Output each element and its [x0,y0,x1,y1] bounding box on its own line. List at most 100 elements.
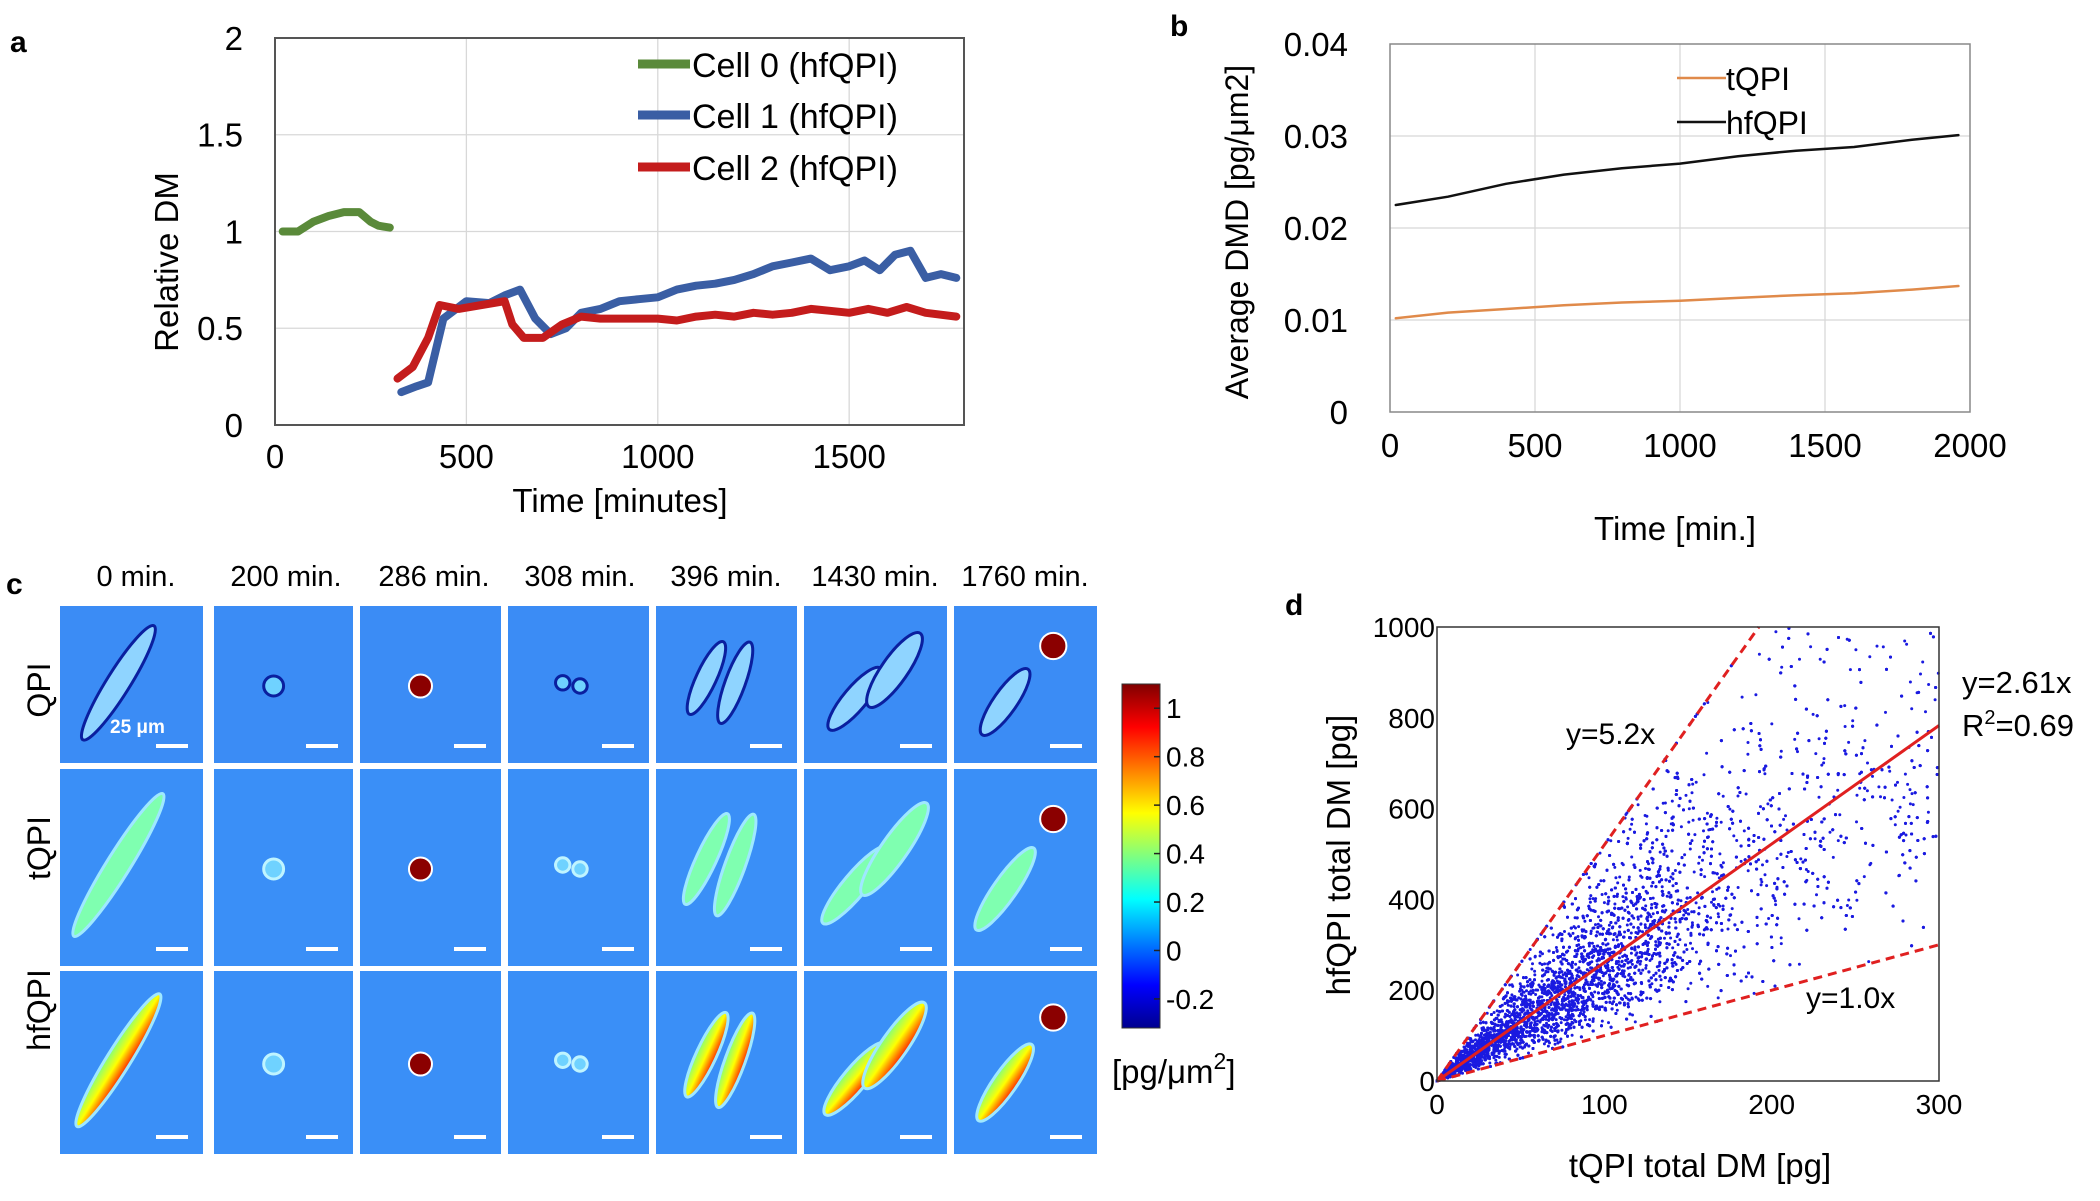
scatter-point [1651,912,1655,916]
scatter-point [1592,976,1596,980]
scatter-point [1559,1021,1563,1025]
scatter-point [1831,855,1835,859]
scatter-point [1740,695,1744,699]
scatter-point [1531,962,1534,966]
scatter-point [1588,900,1592,904]
scatter-point [1494,1058,1498,1062]
scatter-point [1893,823,1897,827]
scatter-point [1687,820,1691,824]
scatter-point [1716,912,1720,916]
scatter-point [1583,919,1587,923]
scatter-point [1855,793,1859,797]
scatter-point [1630,855,1634,859]
chart-b-legend: tQPI hfQPI [1677,61,1808,141]
scatter-point [1754,693,1758,697]
scatter-point [1628,827,1632,831]
scatter-point [1770,722,1774,726]
scatter-point [1628,998,1632,1002]
scatter-point [1820,763,1824,767]
x-tick-label: 2000 [1933,427,2006,464]
scatter-point [1618,875,1622,879]
scatter-point [1542,1042,1546,1046]
scatter-point [1703,875,1707,879]
colorbar: 10.80.60.40.20-0.2 [pg/μm2] [1112,683,1236,1090]
scatter-point [1671,946,1675,950]
scatter-point [1591,1000,1595,1004]
scatter-point [1548,1041,1551,1045]
scatter-point [1544,1017,1548,1021]
scatter-point [1679,825,1683,829]
scatter-point [1654,940,1658,944]
x-tick-label: 0 [1381,427,1399,464]
scatter-point [1779,942,1783,946]
scatter-point [1664,908,1668,912]
scatter-point [1926,810,1930,814]
scatter-point [1806,870,1810,873]
scatter-point [1785,828,1789,832]
scatter-point [1759,877,1763,881]
cell-shape [973,845,1037,933]
scatter-point [1685,948,1689,951]
scatter-point [1811,712,1815,716]
scatter-point [1705,811,1709,815]
colorbar-tick-label: 0.4 [1166,839,1205,870]
scatter-point [1619,942,1623,945]
scatter-point [1721,861,1725,865]
scatter-point [1650,982,1654,986]
scatter-point [1585,1008,1589,1012]
scatter-point [1663,936,1666,940]
scatter-point [1649,915,1653,919]
scatter-point [1694,901,1698,905]
scatter-point [1719,820,1723,824]
scatter-point [1838,813,1842,817]
cell-shape [978,667,1032,737]
series-line-2 [393,297,961,383]
scatter-point [1761,863,1764,867]
scale-bar-label: 25 μm [110,717,165,738]
legend-label-hfqpi: hfQPI [1726,105,1808,141]
panel-c-row-labels: QPI tQPI hfQPI [21,662,57,1050]
cell-shape [714,1011,757,1110]
scatter-point [1759,883,1763,887]
scatter-point [1626,966,1630,970]
scatter-point [1549,991,1553,995]
scatter-point [1658,960,1662,964]
y-tick-label: 0.02 [1284,210,1348,247]
scatter-point [1822,761,1826,765]
scatter-point [1814,752,1818,756]
scatter-point [1629,951,1633,955]
scatter-point [1896,780,1899,784]
scatter-point [1591,897,1595,901]
scatter-point [1643,814,1647,817]
colorbar-tick-label: 1 [1166,693,1182,724]
scatter-point [1518,982,1522,986]
scatter-point [1715,816,1719,820]
scatter-point [1646,947,1650,951]
y-tick-label: 1 [225,213,243,250]
scatter-point [1766,802,1770,806]
scatter-point [1690,910,1694,914]
scatter-point [1684,793,1688,797]
scatter-point [1797,962,1801,966]
scatter-point [1905,642,1909,646]
scatter-point [1669,936,1673,940]
scatter-point [1594,923,1597,927]
time-label-0: 0 min. [97,561,176,593]
cell-shape [861,1000,928,1091]
scatter-point [1644,822,1648,826]
cell-shape [685,639,728,717]
scatter-point [1574,962,1578,966]
scatter-point [1888,769,1892,773]
scatter-point [1710,900,1713,904]
scatter-point [1630,962,1634,966]
chart-b-grid [1390,44,1970,412]
scatter-point [1540,963,1544,966]
scatter-point [1652,973,1656,977]
scatter-point [1600,893,1604,896]
scatter-point [1533,955,1537,959]
y-tick-label: 0.03 [1284,118,1348,155]
scatter-point [1644,925,1647,929]
scatter-point [1742,829,1746,833]
scatter-point [1718,852,1722,856]
scatter-point [1619,964,1623,968]
